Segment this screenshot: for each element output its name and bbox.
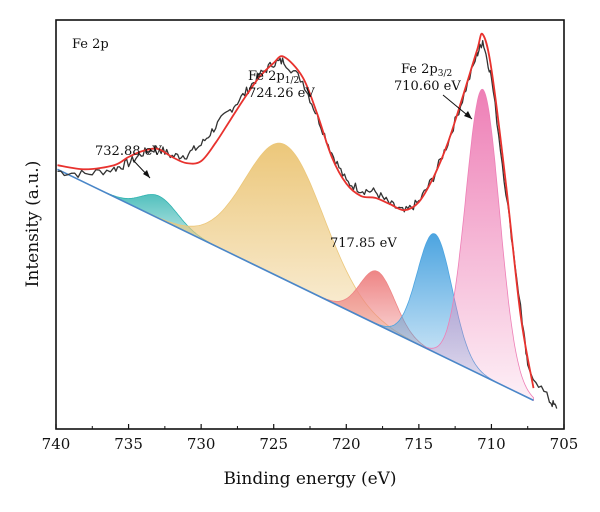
x-tick-label: 710 bbox=[477, 435, 506, 453]
background-line bbox=[57, 168, 534, 402]
panel-label: Fe 2p bbox=[72, 37, 109, 52]
x-tick-label: 735 bbox=[114, 435, 143, 453]
x-tick-label: 705 bbox=[550, 435, 579, 453]
background-baseline bbox=[57, 168, 534, 402]
x-tick-label: 730 bbox=[187, 435, 216, 453]
x-axis-ticks: 740 735 730 725 720 715 710 705 bbox=[42, 424, 579, 453]
x-tick-label: 740 bbox=[42, 435, 71, 453]
annotation-fe2p32-value: 710.60 eV bbox=[394, 79, 461, 94]
arrow-710-head bbox=[464, 111, 472, 119]
annotation-fe2p12-value: 724.26 eV bbox=[248, 86, 315, 101]
annotation-732-label: 732.88 eV bbox=[95, 144, 162, 159]
fitted-peaks bbox=[77, 88, 534, 402]
annotation-fe2p12-label: Fe 2p1/2 bbox=[248, 69, 299, 86]
annotation-fe2p32-label: Fe 2p3/2 bbox=[401, 62, 452, 79]
x-axis-title: Binding energy (eV) bbox=[223, 469, 396, 489]
annotation-717-label: 717.85 eV bbox=[330, 236, 397, 251]
spectrum-lines bbox=[57, 32, 558, 409]
x-tick-label: 715 bbox=[405, 435, 434, 453]
x-tick-label: 720 bbox=[332, 435, 361, 453]
arrow-732-head bbox=[143, 170, 150, 178]
fit-envelope-line bbox=[57, 32, 535, 389]
raw-spectrum-line bbox=[57, 39, 558, 409]
x-tick-label: 725 bbox=[259, 435, 288, 453]
y-axis-title: Intensity (a.u.) bbox=[23, 161, 43, 288]
